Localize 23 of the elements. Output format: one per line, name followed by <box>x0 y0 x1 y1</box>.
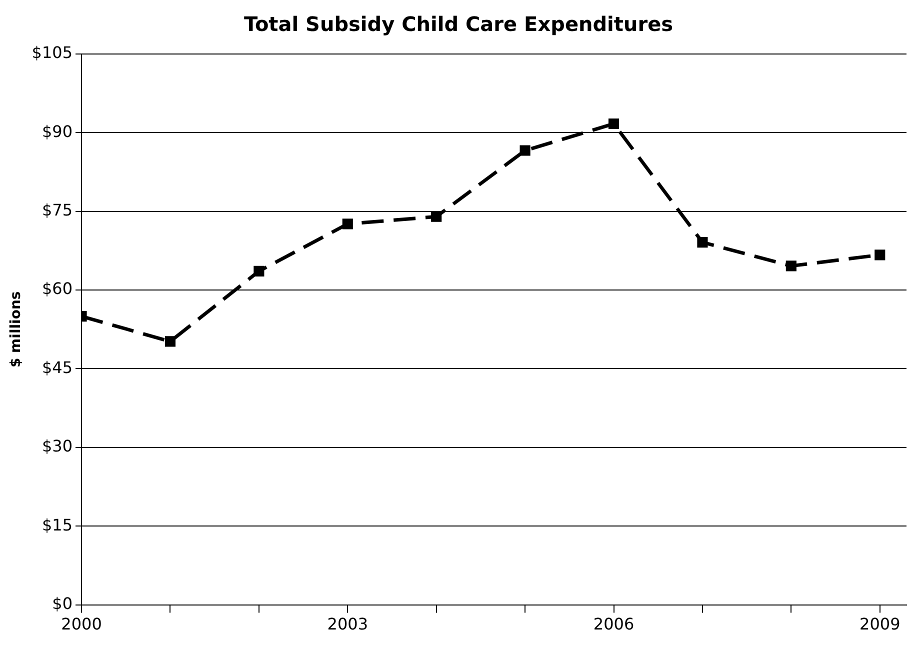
chart-title: Total Subsidy Child Care Expenditures <box>244 12 674 36</box>
y-tick-label: $30 <box>42 436 73 456</box>
point <box>431 211 442 222</box>
y-tick-label: $0 <box>52 594 73 613</box>
point <box>342 218 353 230</box>
y-tick-label: $15 <box>42 515 73 534</box>
point <box>254 266 264 276</box>
point <box>608 118 620 130</box>
y-tick-label: $75 <box>42 200 73 220</box>
y-axis-title: $ millions <box>8 291 24 368</box>
point <box>786 260 796 272</box>
point <box>697 237 708 248</box>
y-tick-label: $105 <box>32 43 73 62</box>
x-tick-label: 2003 <box>327 614 368 634</box>
x-tick-label: 2009 <box>860 614 900 634</box>
y-tick-label: $60 <box>42 279 73 298</box>
x-tick-label: 2006 <box>593 614 634 634</box>
point <box>520 145 530 156</box>
point <box>874 250 886 260</box>
y-tick-label: $45 <box>42 358 73 377</box>
point <box>164 336 176 347</box>
y-tick-label: $90 <box>42 122 73 141</box>
x-tick-label: 2000 <box>61 614 102 634</box>
